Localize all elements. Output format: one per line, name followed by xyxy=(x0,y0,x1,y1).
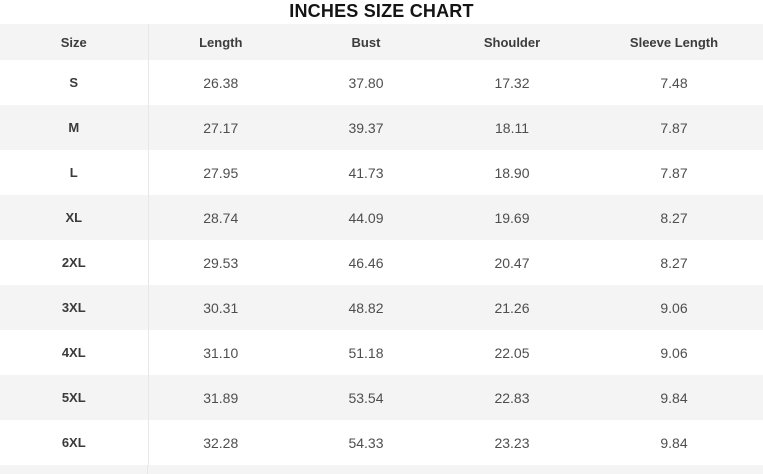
bust-cell: 37.80 xyxy=(293,60,439,105)
partial-next-row-size-column xyxy=(0,465,148,474)
sleeve-length-cell: 7.87 xyxy=(585,150,763,195)
sleeve-length-cell: 7.87 xyxy=(585,105,763,150)
length-cell: 27.95 xyxy=(148,150,293,195)
column-header-size: Size xyxy=(0,24,149,60)
bust-cell: 41.73 xyxy=(293,150,439,195)
length-cell: 29.53 xyxy=(148,240,293,285)
size-chart-table: Size Length Bust Shoulder Sleeve Length … xyxy=(0,24,763,465)
bust-cell: 48.82 xyxy=(293,285,439,330)
length-cell: 31.89 xyxy=(148,375,293,420)
shoulder-cell: 21.26 xyxy=(439,285,585,330)
sleeve-length-cell: 8.27 xyxy=(585,195,763,240)
shoulder-cell: 18.90 xyxy=(439,150,585,195)
length-cell: 26.38 xyxy=(148,60,293,105)
length-cell: 30.31 xyxy=(148,285,293,330)
size-cell: XL xyxy=(0,195,149,240)
bust-cell: 44.09 xyxy=(293,195,439,240)
shoulder-cell: 18.11 xyxy=(439,105,585,150)
bust-cell: 39.37 xyxy=(293,105,439,150)
column-header-sleeve-length: Sleeve Length xyxy=(585,24,763,60)
size-cell: 5XL xyxy=(0,375,149,420)
table-row-2xl: 2XL 29.53 46.46 20.47 8.27 xyxy=(0,240,763,285)
table-row-3xl: 3XL 30.31 48.82 21.26 9.06 xyxy=(0,285,763,330)
shoulder-cell: 20.47 xyxy=(439,240,585,285)
bust-cell: 46.46 xyxy=(293,240,439,285)
bust-cell: 51.18 xyxy=(293,330,439,375)
column-header-bust: Bust xyxy=(293,24,439,60)
length-cell: 31.10 xyxy=(148,330,293,375)
shoulder-cell: 23.23 xyxy=(439,420,585,465)
sleeve-length-cell: 9.84 xyxy=(585,375,763,420)
bust-cell: 54.33 xyxy=(293,420,439,465)
size-cell: 3XL xyxy=(0,285,149,330)
shoulder-cell: 22.83 xyxy=(439,375,585,420)
size-cell: 4XL xyxy=(0,330,149,375)
length-cell: 32.28 xyxy=(148,420,293,465)
size-cell: M xyxy=(0,105,149,150)
table-row-xl: XL 28.74 44.09 19.69 8.27 xyxy=(0,195,763,240)
column-header-length: Length xyxy=(148,24,293,60)
table-row-4xl: 4XL 31.10 51.18 22.05 9.06 xyxy=(0,330,763,375)
column-header-shoulder: Shoulder xyxy=(439,24,585,60)
table-row-l: L 27.95 41.73 18.90 7.87 xyxy=(0,150,763,195)
length-cell: 27.17 xyxy=(148,105,293,150)
table-row-6xl: 6XL 32.28 54.33 23.23 9.84 xyxy=(0,420,763,465)
table-row-s: S 26.38 37.80 17.32 7.48 xyxy=(0,60,763,105)
page-title: INCHES SIZE CHART xyxy=(289,1,474,21)
partial-next-row-strip xyxy=(0,465,763,474)
shoulder-cell: 17.32 xyxy=(439,60,585,105)
sleeve-length-cell: 9.06 xyxy=(585,285,763,330)
size-cell: L xyxy=(0,150,149,195)
sleeve-length-cell: 9.84 xyxy=(585,420,763,465)
size-cell: S xyxy=(0,60,149,105)
table-row-m: M 27.17 39.37 18.11 7.87 xyxy=(0,105,763,150)
sleeve-length-cell: 7.48 xyxy=(585,60,763,105)
sleeve-length-cell: 9.06 xyxy=(585,330,763,375)
table-row-5xl: 5XL 31.89 53.54 22.83 9.84 xyxy=(0,375,763,420)
header-row: Size Length Bust Shoulder Sleeve Length xyxy=(0,24,763,60)
size-cell: 2XL xyxy=(0,240,149,285)
shoulder-cell: 19.69 xyxy=(439,195,585,240)
length-cell: 28.74 xyxy=(148,195,293,240)
sleeve-length-cell: 8.27 xyxy=(585,240,763,285)
bust-cell: 53.54 xyxy=(293,375,439,420)
size-cell: 6XL xyxy=(0,420,149,465)
shoulder-cell: 22.05 xyxy=(439,330,585,375)
